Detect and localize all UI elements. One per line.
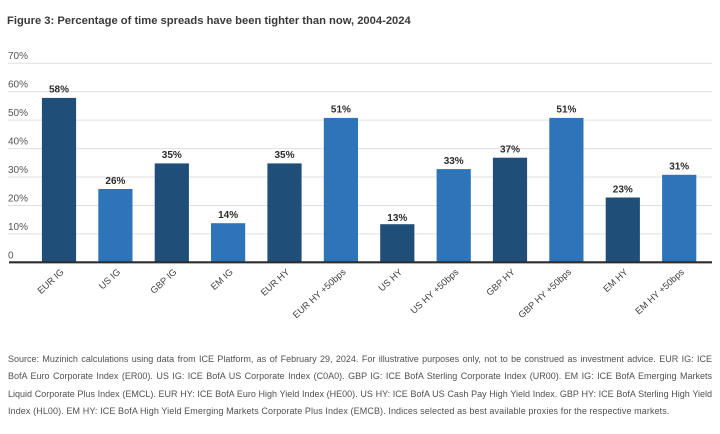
svg-text:EM HY: EM HY (601, 267, 629, 294)
svg-text:US HY: US HY (377, 267, 405, 293)
svg-text:40%: 40% (8, 137, 28, 148)
svg-text:GBP HY: GBP HY (484, 267, 516, 298)
svg-text:37%: 37% (500, 145, 520, 156)
svg-text:26%: 26% (105, 176, 125, 187)
svg-text:EUR HY: EUR HY (259, 267, 292, 298)
svg-text:58%: 58% (49, 85, 69, 96)
svg-text:35%: 35% (274, 150, 294, 161)
svg-text:33%: 33% (444, 156, 464, 167)
svg-text:GBP HY +50bps: GBP HY +50bps (517, 267, 574, 320)
svg-text:US HY +50bps: US HY +50bps (409, 267, 461, 316)
svg-text:35%: 35% (162, 150, 182, 161)
svg-text:14%: 14% (218, 210, 238, 221)
svg-text:EUR HY +50bps: EUR HY +50bps (291, 267, 348, 321)
svg-text:51%: 51% (556, 105, 576, 116)
svg-text:EUR IG: EUR IG (36, 267, 66, 296)
svg-text:13%: 13% (387, 213, 407, 224)
svg-text:23%: 23% (613, 184, 633, 195)
svg-text:EM HY +50bps: EM HY +50bps (633, 267, 686, 317)
svg-text:60%: 60% (8, 80, 28, 91)
svg-text:GBP IG: GBP IG (149, 267, 179, 296)
svg-text:30%: 30% (8, 165, 28, 176)
svg-text:50%: 50% (8, 108, 28, 119)
svg-text:51%: 51% (331, 105, 351, 116)
svg-text:10%: 10% (8, 222, 28, 233)
svg-text:EM IG: EM IG (209, 267, 235, 292)
svg-text:0: 0 (8, 250, 14, 261)
svg-text:20%: 20% (8, 194, 28, 205)
svg-text:70%: 70% (8, 51, 28, 62)
svg-text:US IG: US IG (97, 267, 122, 291)
svg-text:31%: 31% (669, 162, 689, 173)
